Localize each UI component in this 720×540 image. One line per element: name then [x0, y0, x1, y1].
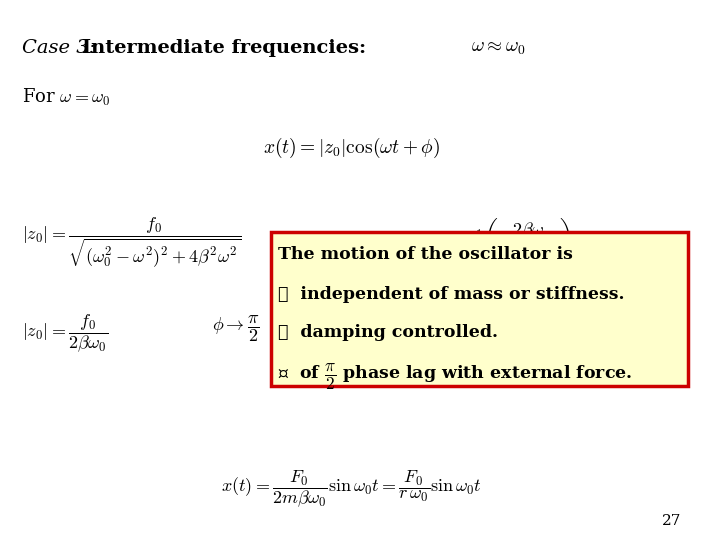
Text: $\phi = \tan^{-1}\!\left(\dfrac{2\beta\omega}{\omega_0^2-\omega^2}\right)$: $\phi = \tan^{-1}\!\left(\dfrac{2\beta\o… [408, 217, 571, 267]
Text: $|z_0| = \dfrac{f_0}{\sqrt{(\omega_0^2-\omega^2)^2+4\beta^2\omega^2}}$: $|z_0| = \dfrac{f_0}{\sqrt{(\omega_0^2-\… [22, 217, 242, 271]
Text: ❖  independent of mass or stiffness.: ❖ independent of mass or stiffness. [278, 286, 624, 303]
Text: ❖  of $\dfrac{\pi}{2}$ phase lag with external force.: ❖ of $\dfrac{\pi}{2}$ phase lag with ext… [278, 361, 632, 392]
FancyBboxPatch shape [271, 232, 688, 386]
Text: $\omega \approx \omega_0$: $\omega \approx \omega_0$ [471, 39, 525, 57]
Text: $|z_0| = \dfrac{f_0}{2\beta\omega_0}$: $|z_0| = \dfrac{f_0}{2\beta\omega_0}$ [22, 313, 109, 355]
Text: ❖  damping controlled.: ❖ damping controlled. [278, 323, 498, 341]
Text: $x(t) = |z_0|\cos(\omega t + \phi)$: $x(t) = |z_0|\cos(\omega t + \phi)$ [264, 136, 440, 160]
Text: $\phi \rightarrow \dfrac{\pi}{2}$: $\phi \rightarrow \dfrac{\pi}{2}$ [212, 313, 259, 343]
Text: 27: 27 [662, 514, 681, 528]
Text: Intermediate frequencies:: Intermediate frequencies: [82, 39, 366, 57]
Text: $x(t) = \dfrac{F_0}{2m\beta\omega_0}\sin\omega_0 t = \dfrac{F_0}{r\,\omega_0}\si: $x(t) = \dfrac{F_0}{2m\beta\omega_0}\sin… [221, 469, 482, 510]
Text: The motion of the oscillator is: The motion of the oscillator is [278, 246, 573, 263]
Text: For $\omega = \omega_0$: For $\omega = \omega_0$ [22, 87, 111, 109]
Text: Case 3:: Case 3: [22, 39, 108, 57]
